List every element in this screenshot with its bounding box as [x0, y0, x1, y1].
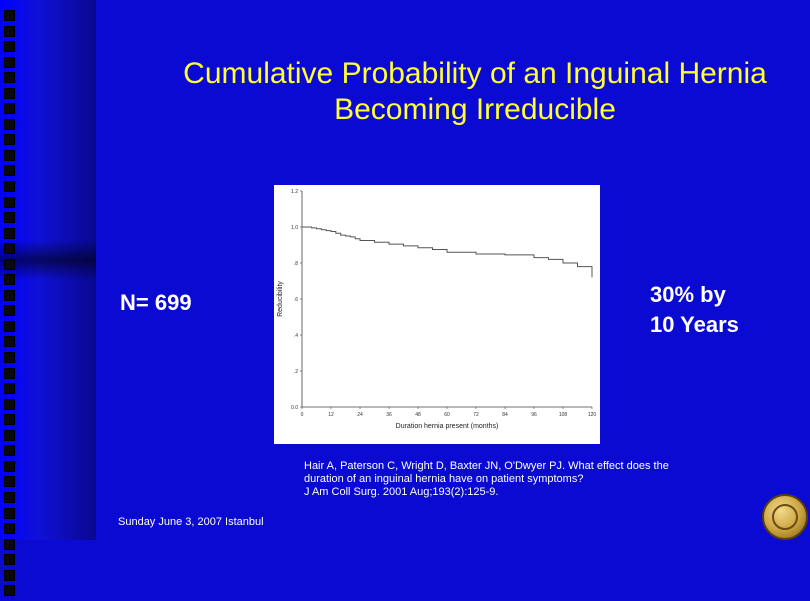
bullet-squares-column — [4, 10, 26, 601]
bullet-square — [4, 72, 15, 84]
society-seal-icon — [762, 494, 808, 540]
x-axis-label: Duration hernia present (months) — [396, 423, 499, 430]
chart-panel: 0.0 .2 .4 .6 .8 1.0 1.2 0 12 24 36 48 60 72 84 96 108 12… — [274, 185, 600, 444]
bullet-square — [4, 196, 15, 208]
y-tick-group: 0.0 .2 .4 .6 .8 1.0 1.2 — [291, 189, 302, 411]
slide-title: Cumulative Probability of an Inguinal He… — [183, 57, 767, 126]
citation-block: Hair A, Paterson C, Wright D, Baxter JN,… — [304, 460, 774, 499]
percent-callout-line2: 10 Years — [650, 312, 739, 337]
bullet-square — [4, 289, 15, 301]
bullet-square — [4, 491, 15, 503]
y-tick-label: .6 — [294, 297, 298, 303]
bullet-square — [4, 212, 15, 224]
y-tick-label: 1.0 — [291, 225, 298, 231]
strip-shadow-band — [0, 240, 96, 280]
bullet-square — [4, 243, 15, 255]
bullet-square — [4, 569, 15, 581]
bullet-square — [4, 398, 15, 410]
x-tick-label: 0 — [301, 412, 304, 418]
bullet-square — [4, 507, 15, 519]
bullet-square — [4, 165, 15, 177]
reducibility-chart: 0.0 .2 .4 .6 .8 1.0 1.2 0 12 24 36 48 60 72 84 96 108 12… — [277, 189, 597, 430]
bullet-square — [4, 103, 15, 115]
bullet-square — [4, 41, 15, 53]
seal-inner-ring — [772, 504, 798, 530]
x-tick-label: 120 — [588, 412, 597, 418]
x-tick-label: 72 — [473, 412, 479, 418]
bullet-square — [4, 227, 15, 239]
x-tick-label: 60 — [444, 412, 450, 418]
bullet-square — [4, 118, 15, 130]
bullet-square — [4, 429, 15, 441]
bullet-square — [4, 149, 15, 161]
bullet-square — [4, 414, 15, 426]
y-tick-label: .8 — [294, 261, 298, 267]
footer-date-location: Sunday June 3, 2007 Istanbul — [118, 516, 264, 528]
bullet-square — [4, 258, 15, 270]
x-tick-label: 12 — [328, 412, 334, 418]
survival-curve — [302, 226, 593, 278]
citation-line3: J Am Coll Surg. 2001 Aug;193(2):125-9. — [304, 486, 499, 498]
y-tick-label: .4 — [294, 333, 298, 339]
x-tick-label: 36 — [386, 412, 392, 418]
y-tick-label: 0.0 — [291, 405, 298, 411]
x-tick-group: 0 12 24 36 48 60 72 84 96 108 120 — [301, 407, 597, 418]
bullet-square — [4, 367, 15, 379]
bullet-square — [4, 460, 15, 472]
bullet-square — [4, 445, 15, 457]
bullet-square — [4, 25, 15, 37]
y-tick-label: 1.2 — [291, 189, 298, 195]
citation-line2: duration of an inguinal hernia have on p… — [304, 473, 584, 485]
bullet-square — [4, 523, 15, 535]
bullet-square — [4, 305, 15, 317]
bullet-square — [4, 320, 15, 332]
x-tick-label: 24 — [357, 412, 363, 418]
y-axis-label: Reducibility — [277, 281, 284, 317]
bullet-square — [4, 538, 15, 550]
bullet-square — [4, 554, 15, 566]
bullet-square — [4, 274, 15, 286]
x-tick-label: 108 — [559, 412, 568, 418]
bullet-square — [4, 476, 15, 488]
sample-size-label: N= 699 — [120, 290, 192, 315]
y-tick-label: .2 — [294, 369, 298, 375]
percent-callout: 30% by 10 Years — [650, 280, 739, 340]
bullet-square — [4, 134, 15, 146]
bullet-square — [4, 585, 15, 597]
bullet-square — [4, 336, 15, 348]
bullet-square — [4, 352, 15, 364]
bullet-square — [4, 56, 15, 68]
x-tick-label: 48 — [415, 412, 421, 418]
x-tick-label: 84 — [502, 412, 508, 418]
x-tick-label: 96 — [531, 412, 537, 418]
bullet-square — [4, 87, 15, 99]
bullet-square — [4, 383, 15, 395]
percent-callout-line1: 30% by — [650, 282, 726, 307]
citation-line1: Hair A, Paterson C, Wright D, Baxter JN,… — [304, 460, 669, 472]
bullet-square — [4, 181, 15, 193]
bullet-square — [4, 10, 15, 21]
